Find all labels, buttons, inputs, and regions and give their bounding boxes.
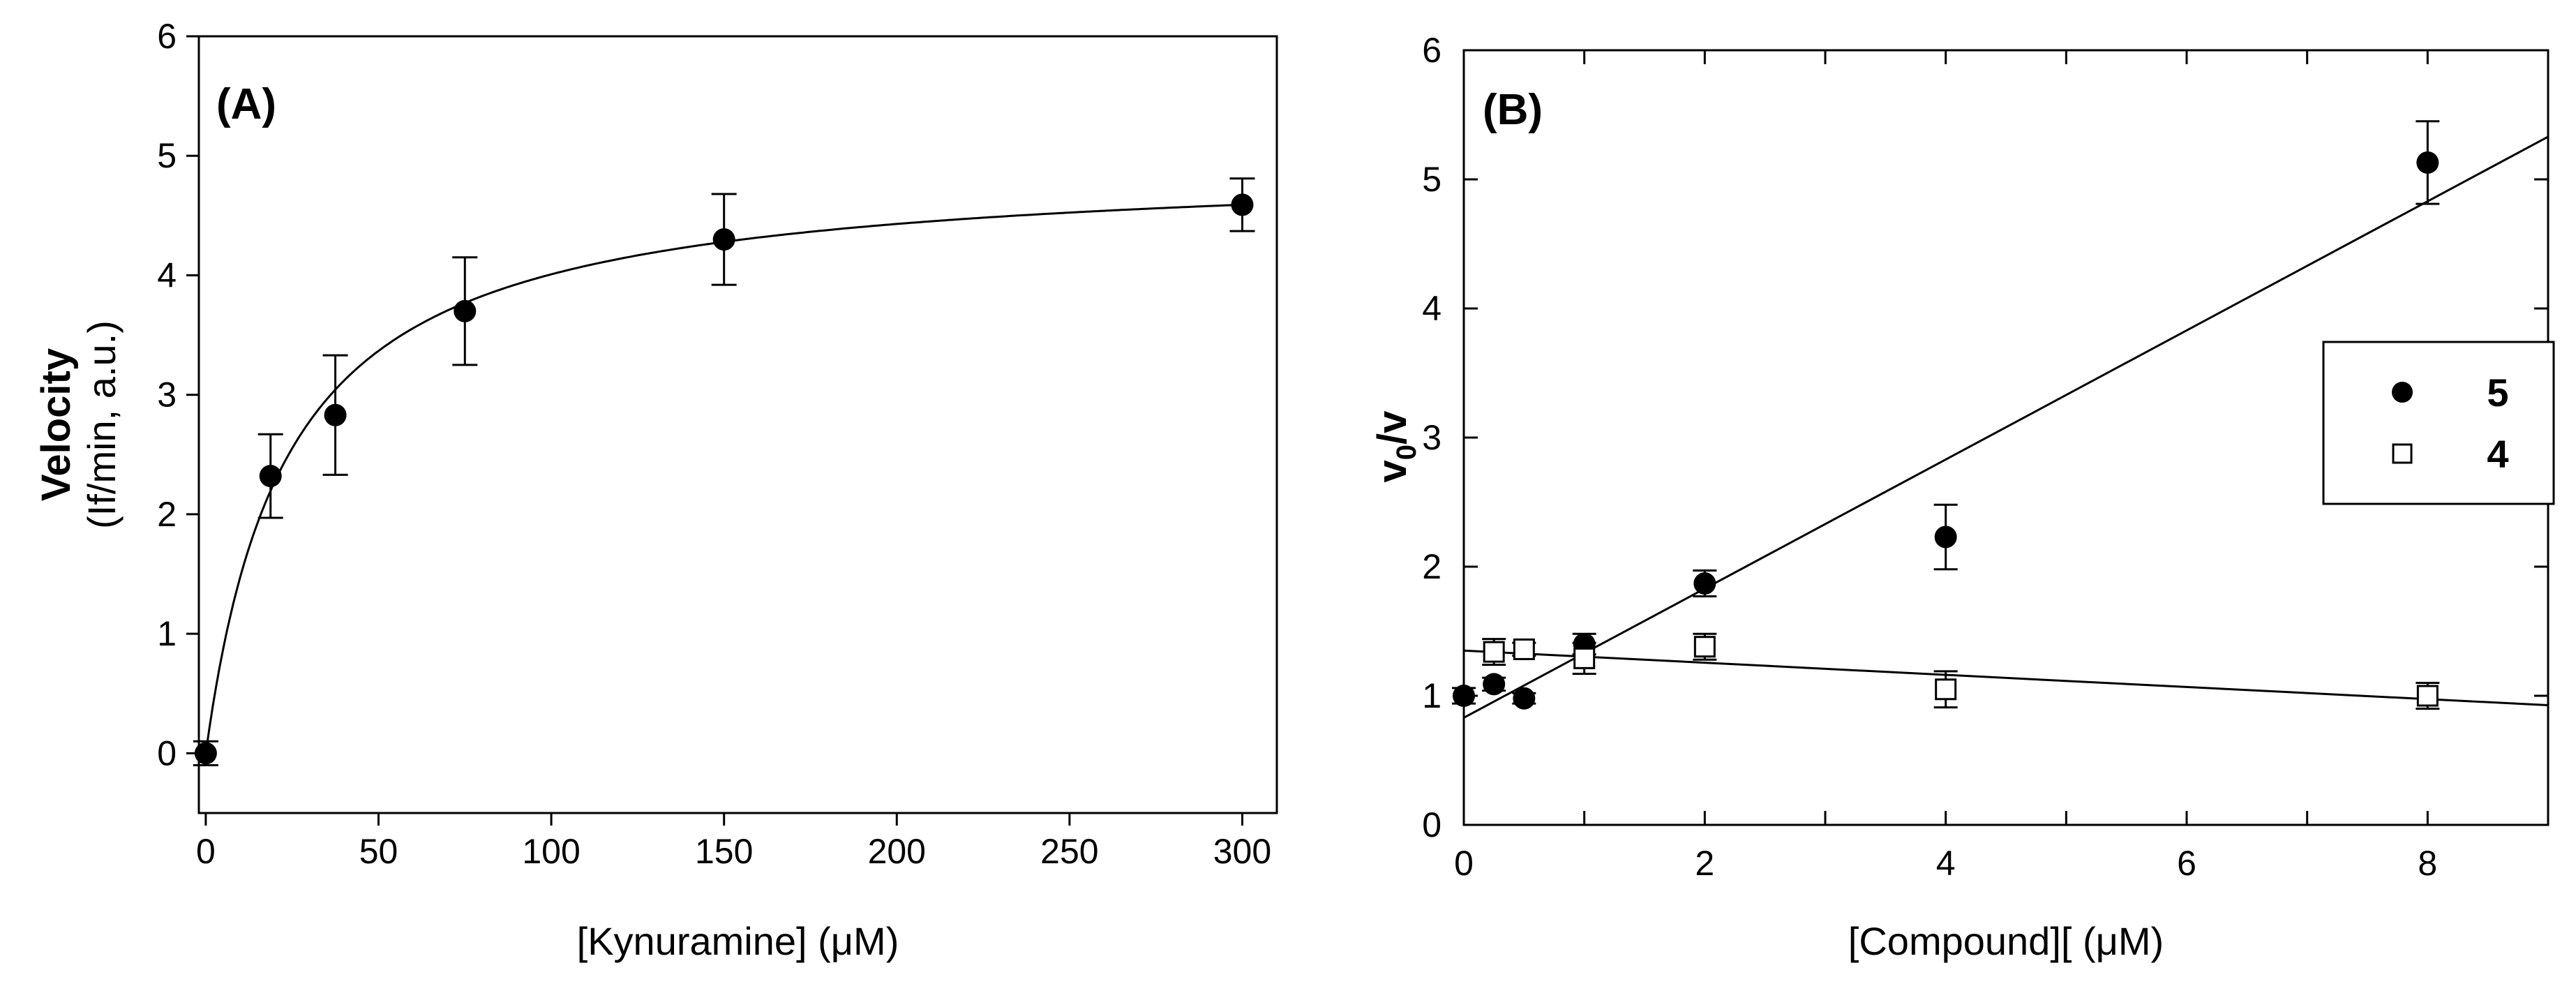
data-point bbox=[1573, 647, 1596, 669]
data-point bbox=[1934, 525, 1957, 549]
y-tick-label: 1 bbox=[157, 614, 177, 653]
panel-label: (A) bbox=[216, 80, 276, 128]
y-tick-label: 1 bbox=[1422, 676, 1441, 715]
data-point bbox=[1935, 678, 1957, 701]
x-tick-label: 50 bbox=[359, 832, 398, 871]
data-point bbox=[1483, 673, 1506, 696]
data-point bbox=[712, 228, 735, 251]
y-axis-subtitle: (If/min, a.u.) bbox=[80, 320, 123, 529]
legend-box bbox=[2322, 341, 2555, 505]
y-tick-label: 6 bbox=[1422, 31, 1441, 70]
x-tick-label: 2 bbox=[1695, 844, 1714, 883]
fit-curve bbox=[204, 203, 1243, 754]
data-point bbox=[1693, 636, 1716, 658]
y-tick-label: 4 bbox=[157, 255, 177, 295]
x-axis-title: [Kynuramine] (μM) bbox=[577, 919, 899, 963]
data-point bbox=[259, 465, 282, 488]
x-tick-label: 0 bbox=[196, 832, 216, 871]
x-tick-label: 100 bbox=[522, 832, 580, 871]
y-tick-label: 0 bbox=[1422, 805, 1441, 844]
y-tick-label: 5 bbox=[1422, 160, 1441, 199]
x-tick-label: 4 bbox=[1936, 844, 1956, 883]
x-tick-label: 200 bbox=[868, 832, 926, 871]
y-axis-title-subscript: 0 bbox=[1391, 445, 1422, 460]
y-tick-label: 3 bbox=[157, 375, 177, 415]
data-point bbox=[2416, 685, 2439, 707]
x-axis-title: [Compound][ (μM) bbox=[1848, 919, 2164, 963]
y-axis-title-main: v bbox=[1370, 460, 1415, 482]
data-point bbox=[1483, 641, 1505, 663]
fit-line bbox=[1463, 649, 2549, 707]
legend-marker bbox=[2392, 443, 2413, 464]
x-tick-label: 6 bbox=[2177, 844, 2196, 883]
data-point bbox=[1513, 638, 1535, 660]
legend: 54 bbox=[2322, 341, 2555, 505]
y-tick-label: 5 bbox=[157, 136, 177, 175]
legend-label: 5 bbox=[2487, 371, 2508, 415]
y-tick-label: 2 bbox=[157, 495, 177, 534]
y-tick-label: 3 bbox=[1422, 418, 1441, 457]
data-point bbox=[324, 403, 347, 426]
plot-frame bbox=[197, 35, 1278, 814]
legend-marker bbox=[2392, 382, 2413, 403]
x-tick-label: 300 bbox=[1213, 832, 1271, 871]
y-axis-title-tail: /v bbox=[1370, 411, 1415, 445]
y-tick-label: 6 bbox=[157, 17, 177, 56]
data-point bbox=[1693, 572, 1716, 595]
data-point bbox=[1231, 193, 1254, 216]
data-point bbox=[2416, 151, 2439, 174]
panel-label: (B) bbox=[1483, 86, 1543, 134]
data-point bbox=[194, 742, 217, 765]
fit-line bbox=[1463, 135, 2549, 719]
legend-label: 4 bbox=[2487, 432, 2508, 476]
x-tick-label: 150 bbox=[695, 832, 753, 871]
x-tick-label: 250 bbox=[1040, 832, 1098, 871]
data-point bbox=[454, 299, 477, 322]
y-tick-label: 4 bbox=[1422, 289, 1441, 328]
x-tick-label: 8 bbox=[2418, 844, 2437, 883]
y-axis-title: v0/v bbox=[1370, 411, 1422, 483]
chart-panel-a: 0 50 100 150 200 250 300 0 1 2 3 4 5 6 [Kynuramine] (μ… bbox=[33, 17, 1278, 963]
data-point bbox=[1513, 687, 1536, 710]
y-tick-label: 2 bbox=[1422, 547, 1441, 586]
data-point bbox=[1453, 685, 1475, 707]
x-tick-label: 0 bbox=[1454, 844, 1474, 883]
y-axis-title: Velocity bbox=[33, 348, 79, 501]
y-tick-label: 0 bbox=[157, 733, 177, 773]
